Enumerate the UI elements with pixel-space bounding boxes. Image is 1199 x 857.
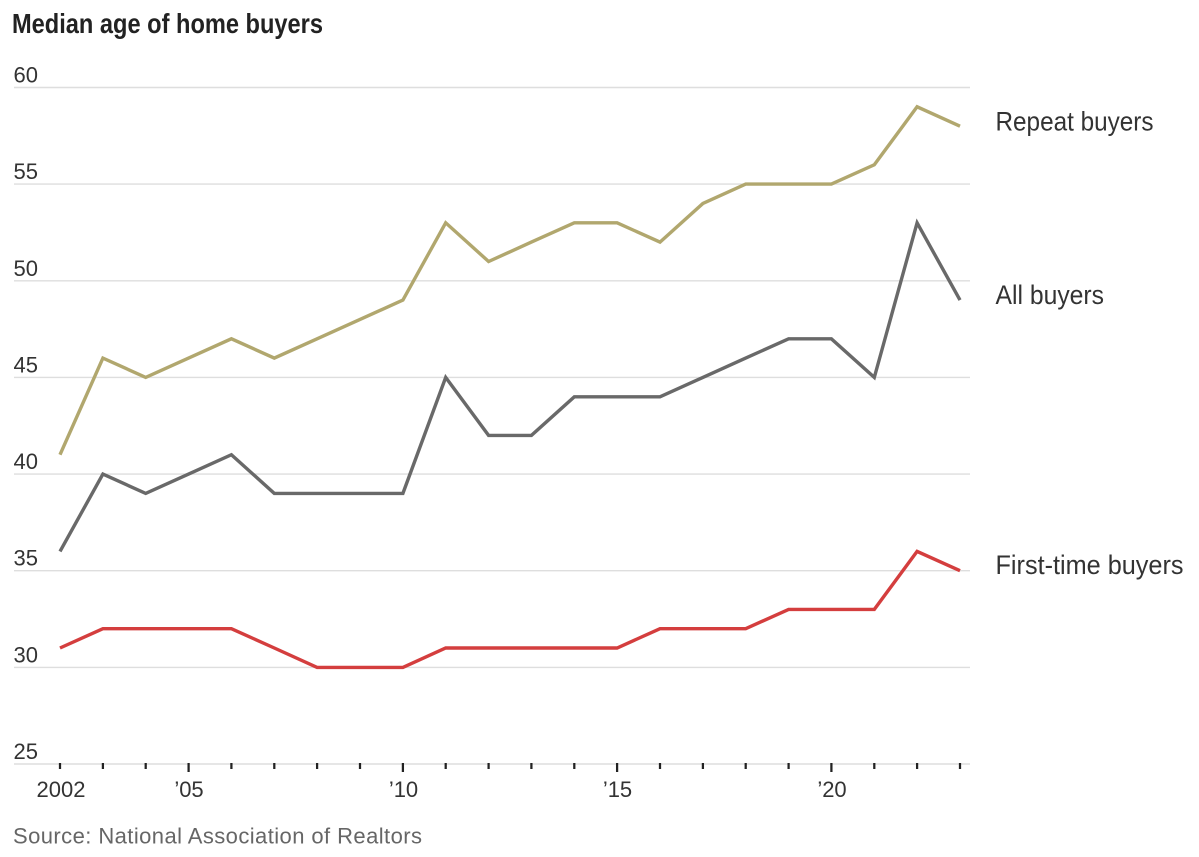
svg-text:60: 60 (14, 63, 38, 88)
svg-text:Repeat buyers: Repeat buyers (996, 107, 1154, 137)
svg-text:’05: ’05 (174, 777, 203, 802)
svg-text:Median age of home buyers: Median age of home buyers (12, 8, 323, 39)
svg-text:’15: ’15 (603, 777, 632, 802)
svg-text:45: 45 (14, 352, 38, 377)
svg-text:25: 25 (14, 739, 38, 764)
svg-text:All buyers: All buyers (996, 280, 1105, 310)
svg-text:2002: 2002 (37, 777, 86, 802)
svg-text:55: 55 (14, 159, 38, 184)
svg-text:’10: ’10 (389, 777, 418, 802)
svg-text:30: 30 (14, 642, 38, 667)
svg-text:35: 35 (14, 546, 38, 571)
svg-text:50: 50 (14, 256, 38, 281)
svg-text:’20: ’20 (817, 777, 846, 802)
svg-text:Source: National Association o: Source: National Association of Realtors (13, 824, 422, 849)
svg-text:40: 40 (14, 449, 38, 474)
svg-text:First-time buyers: First-time buyers (996, 550, 1184, 580)
